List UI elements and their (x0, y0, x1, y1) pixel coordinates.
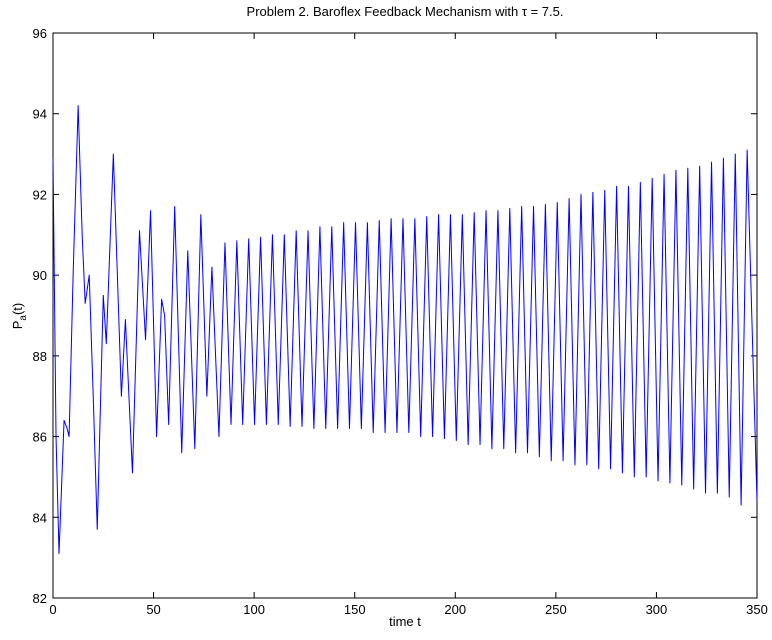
x-tick-label: 350 (746, 602, 768, 617)
x-tick-label: 50 (146, 602, 160, 617)
y-tick-label: 82 (33, 591, 47, 606)
x-tick-label: 250 (545, 602, 567, 617)
x-tick-label: 0 (49, 602, 56, 617)
y-tick-label: 96 (33, 26, 47, 41)
y-axis-label: Pa(t) (10, 303, 29, 330)
y-tick-label: 92 (33, 187, 47, 202)
y-tick-label: 90 (33, 268, 47, 283)
y-tick-label: 88 (33, 349, 47, 364)
plot-frame (52, 32, 758, 599)
y-tick-label: 86 (33, 430, 47, 445)
y-label-subscript: a (18, 315, 29, 321)
x-tick-label: 200 (444, 602, 466, 617)
x-tick-label: 300 (646, 602, 668, 617)
x-tick-label: 100 (243, 602, 265, 617)
y-label-base: P (10, 321, 25, 330)
y-label-suffix: (t) (10, 303, 25, 315)
x-tick-label: 150 (344, 602, 366, 617)
y-tick-label: 94 (33, 107, 47, 122)
chart-title: Problem 2. Baroflex Feedback Mechanism w… (247, 4, 564, 19)
y-tick-label: 84 (33, 510, 47, 525)
x-axis-label: time t (389, 614, 421, 629)
data-line (52, 105, 758, 555)
